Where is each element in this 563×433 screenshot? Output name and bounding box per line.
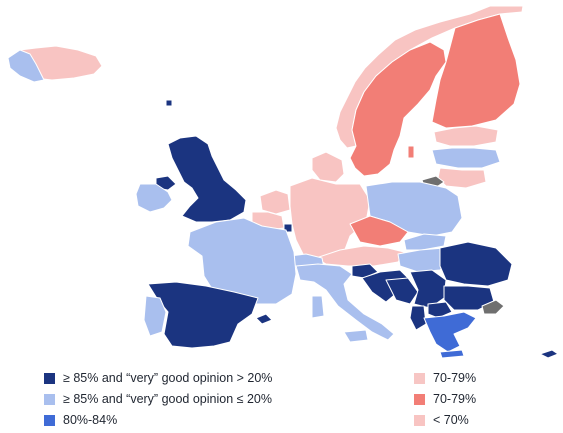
region-romania	[439, 241, 513, 287]
region-crete	[439, 349, 465, 359]
legend-swatch	[414, 372, 425, 384]
region-italy	[295, 263, 395, 341]
legend-swatch	[414, 414, 425, 426]
legend-item: ≥ 85% and “very” good opinion > 20%	[44, 371, 272, 385]
region-estonia	[433, 125, 499, 147]
region-portugal	[143, 295, 167, 337]
region-sweden	[349, 41, 447, 177]
region-netherlands	[259, 189, 291, 215]
region-sardinia	[311, 295, 325, 319]
legend: ≥ 85% and “very” good opinion > 20% ≥ 85%…	[0, 362, 563, 433]
legend-swatch	[44, 393, 55, 405]
region-faroe	[165, 99, 173, 107]
region-bosnia	[385, 277, 419, 305]
region-balearic	[255, 313, 273, 325]
legend-label: ≥ 85% and “very” good opinion ≤ 20%	[63, 392, 272, 406]
region-czechia	[349, 215, 409, 247]
legend-swatch	[44, 414, 55, 426]
region-albania	[409, 305, 427, 331]
legend-label: ≥ 85% and “very” good opinion > 20%	[63, 371, 273, 385]
region-lithuania	[437, 167, 487, 189]
region-ireland	[135, 183, 173, 213]
europe-map-svg	[7, 5, 559, 359]
legend-item: 70-79%	[414, 392, 476, 406]
region-iceland-west	[7, 49, 45, 83]
legend-item: ≥ 85% and “very” good opinion ≤ 20%	[44, 392, 272, 406]
legend-label: < 70%	[433, 413, 469, 427]
legend-swatch	[414, 393, 425, 405]
europe-map	[7, 5, 559, 359]
region-greece	[423, 311, 477, 353]
region-germany	[289, 177, 371, 259]
region-finland	[431, 13, 521, 129]
legend-label: 70-79%	[433, 392, 477, 406]
region-cyprus	[539, 349, 559, 359]
region-gotland	[407, 145, 415, 159]
region-slovakia	[403, 233, 447, 251]
region-united-kingdom	[167, 135, 247, 223]
legend-label: 70-79%	[433, 371, 477, 385]
region-turkey-europe	[481, 299, 505, 315]
legend-item: 70-79%	[414, 371, 476, 385]
legend-label: 80%-84%	[63, 413, 118, 427]
region-spain	[147, 281, 259, 349]
region-denmark	[311, 151, 345, 183]
region-latvia	[431, 147, 501, 169]
region-north-macedonia	[427, 301, 453, 319]
region-sicily	[343, 329, 369, 343]
legend-item: < 70%	[414, 413, 469, 427]
legend-item: 80%-84%	[44, 413, 117, 427]
legend-swatch	[44, 372, 55, 384]
region-france	[187, 217, 297, 305]
